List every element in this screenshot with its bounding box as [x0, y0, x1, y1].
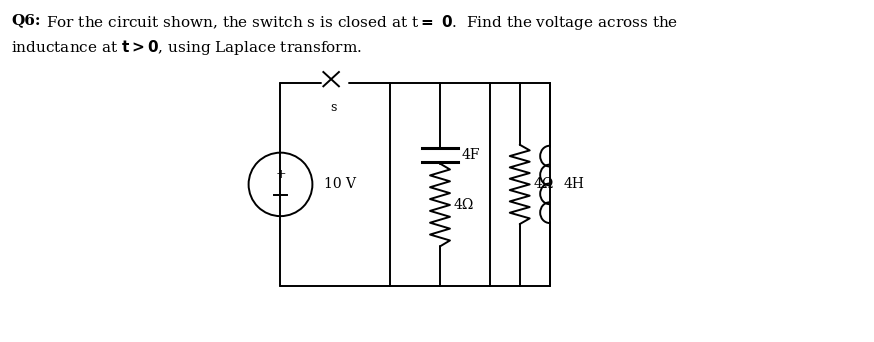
Text: inductance at $\mathbf{t > 0}$, using Laplace transform.: inductance at $\mathbf{t > 0}$, using La…: [11, 38, 363, 57]
Text: For the circuit shown, the switch s is closed at t$\bf{=}$ $\bf{0}$.  Find the v: For the circuit shown, the switch s is c…: [46, 13, 678, 32]
Text: Q6:: Q6:: [11, 13, 41, 27]
Text: 4Ω: 4Ω: [534, 177, 554, 192]
Text: s: s: [330, 101, 336, 114]
Text: 4Ω: 4Ω: [454, 198, 475, 212]
Text: 4F: 4F: [462, 148, 481, 162]
Text: +: +: [275, 168, 286, 181]
Text: 4H: 4H: [564, 177, 585, 192]
Text: 10 V: 10 V: [324, 177, 357, 192]
